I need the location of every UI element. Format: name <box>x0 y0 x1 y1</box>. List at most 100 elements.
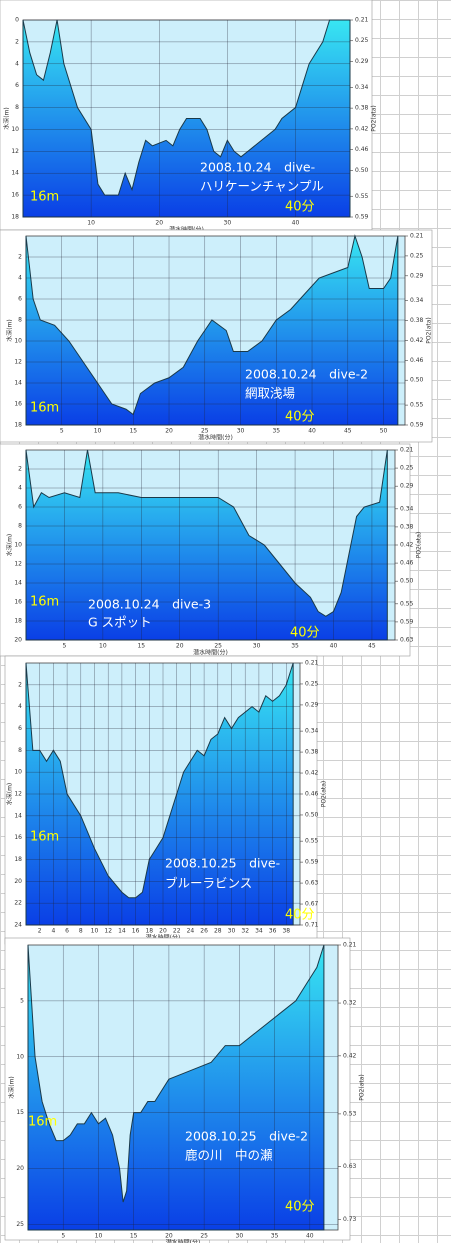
x-tick-label: 40 <box>306 1233 314 1240</box>
annotation: G スポット <box>88 615 152 630</box>
x-tick-label: 30 <box>224 220 232 227</box>
y-tick-label: 4 <box>18 275 22 282</box>
annotation: 16m <box>30 830 59 845</box>
y-tick-label: 18 <box>14 422 22 429</box>
y2-tick-label: 0.59 <box>410 422 424 429</box>
y-tick-label: 14 <box>14 580 22 587</box>
annotation: 2008.10.25 dive- <box>165 856 280 871</box>
x-tick-label: 22 <box>173 928 181 935</box>
y2-tick-label: 0.29 <box>305 701 319 708</box>
y2-axis-label: PO2(ata) <box>371 105 378 132</box>
y2-tick-label: 0.46 <box>400 560 414 567</box>
x-tick-label: 10 <box>95 1233 103 1240</box>
y2-tick-label: 0.38 <box>410 317 424 324</box>
y2-tick-label: 0.34 <box>305 728 319 735</box>
x-tick-label: 32 <box>241 928 249 935</box>
y2-tick-label: 0.46 <box>305 791 319 798</box>
annotation: 2008.10.24 dive-3 <box>88 597 211 612</box>
x-tick-label: 5 <box>60 428 64 435</box>
y-tick-label: 0 <box>15 17 19 24</box>
y2-tick-label: 0.73 <box>343 1216 357 1223</box>
annotation: 16m <box>28 1115 57 1130</box>
y2-tick-label: 0.42 <box>343 1052 357 1059</box>
x-tick-label: 14 <box>118 928 126 935</box>
y-tick-label: 4 <box>18 703 22 710</box>
y2-tick-label: 0.46 <box>355 146 369 153</box>
depth-area <box>22 19 351 218</box>
y2-tick-label: 0.34 <box>410 297 424 304</box>
y2-tick-label: 0.63 <box>343 1163 357 1170</box>
y2-tick-label: 0.34 <box>400 505 414 512</box>
x-tick-label: 18 <box>145 928 153 935</box>
y2-axis-label: PO2(ata) <box>416 532 423 559</box>
y-tick-label: 22 <box>14 900 22 907</box>
y2-tick-label: 0.42 <box>355 125 369 132</box>
annotation: 16m <box>30 401 59 416</box>
y2-tick-label: 0.38 <box>400 523 414 530</box>
y2-tick-label: 0.21 <box>410 233 424 240</box>
annotation: ブルーラビンス <box>165 876 252 891</box>
y2-tick-label: 0.59 <box>355 214 369 221</box>
y2-tick-label: 0.29 <box>400 483 414 490</box>
y-tick-label: 20 <box>16 1165 24 1172</box>
y-tick-label: 2 <box>18 681 22 688</box>
y-tick-label: 6 <box>15 82 19 89</box>
x-axis-label: 潜水時間(分) <box>166 1239 201 1243</box>
y2-tick-label: 0.29 <box>355 58 369 65</box>
y-tick-label: 16 <box>11 192 19 199</box>
annotation: 2008.10.25 dive-2 <box>185 1129 308 1144</box>
x-tick-label: 15 <box>137 643 145 650</box>
y2-tick-label: 0.21 <box>305 660 319 667</box>
x-tick-label: 38 <box>282 928 290 935</box>
y-tick-label: 10 <box>14 769 22 776</box>
x-tick-label: 30 <box>236 1233 244 1240</box>
y-tick-label: 10 <box>16 1053 24 1060</box>
x-tick-label: 25 <box>200 1233 208 1240</box>
annotation: 16m <box>30 595 59 610</box>
x-tick-label: 35 <box>271 1233 279 1240</box>
y-tick-label: 6 <box>18 504 22 511</box>
x-tick-label: 35 <box>272 428 280 435</box>
y2-tick-label: 0.59 <box>305 859 319 866</box>
x-tick-label: 24 <box>187 928 195 935</box>
y2-tick-label: 0.59 <box>400 618 414 625</box>
y2-tick-label: 0.50 <box>400 578 414 585</box>
x-tick-label: 45 <box>368 643 376 650</box>
y2-tick-label: 0.63 <box>400 637 414 644</box>
y2-tick-label: 0.42 <box>305 770 319 777</box>
y2-tick-label: 0.25 <box>410 252 424 259</box>
x-tick-label: 20 <box>165 428 173 435</box>
y-tick-label: 10 <box>14 338 22 345</box>
x-tick-label: 34 <box>255 928 263 935</box>
annotation: ハリケーンチャンプル <box>200 179 324 194</box>
y-tick-label: 12 <box>14 561 22 568</box>
y2-tick-label: 0.21 <box>400 447 414 454</box>
y-tick-label: 4 <box>18 485 22 492</box>
x-tick-label: 20 <box>165 1233 173 1240</box>
y2-tick-label: 0.55 <box>410 402 424 409</box>
x-tick-label: 36 <box>269 928 277 935</box>
x-axis-label: 潜水時間(分) <box>198 434 233 442</box>
y-tick-label: 25 <box>16 1221 24 1228</box>
y-tick-label: 2 <box>15 38 19 45</box>
x-tick-label: 8 <box>79 928 83 935</box>
annotation: 16m <box>30 190 59 205</box>
y-tick-label: 5 <box>20 997 24 1004</box>
x-tick-label: 40 <box>330 643 338 650</box>
y-tick-label: 10 <box>14 542 22 549</box>
x-tick-label: 5 <box>63 643 67 650</box>
y-tick-label: 18 <box>14 856 22 863</box>
y-tick-label: 14 <box>11 170 19 177</box>
y-axis-label: 水深(m) <box>6 319 14 342</box>
x-tick-label: 35 <box>291 643 299 650</box>
x-tick-label: 10 <box>94 428 102 435</box>
y-tick-label: 8 <box>15 104 19 111</box>
annotation: 鹿の川 中の瀬 <box>185 1148 273 1163</box>
x-tick-label: 10 <box>91 928 99 935</box>
y2-tick-label: 0.42 <box>410 337 424 344</box>
y-tick-label: 10 <box>11 126 19 133</box>
y-tick-label: 4 <box>15 60 19 67</box>
y2-tick-label: 0.50 <box>355 167 369 174</box>
